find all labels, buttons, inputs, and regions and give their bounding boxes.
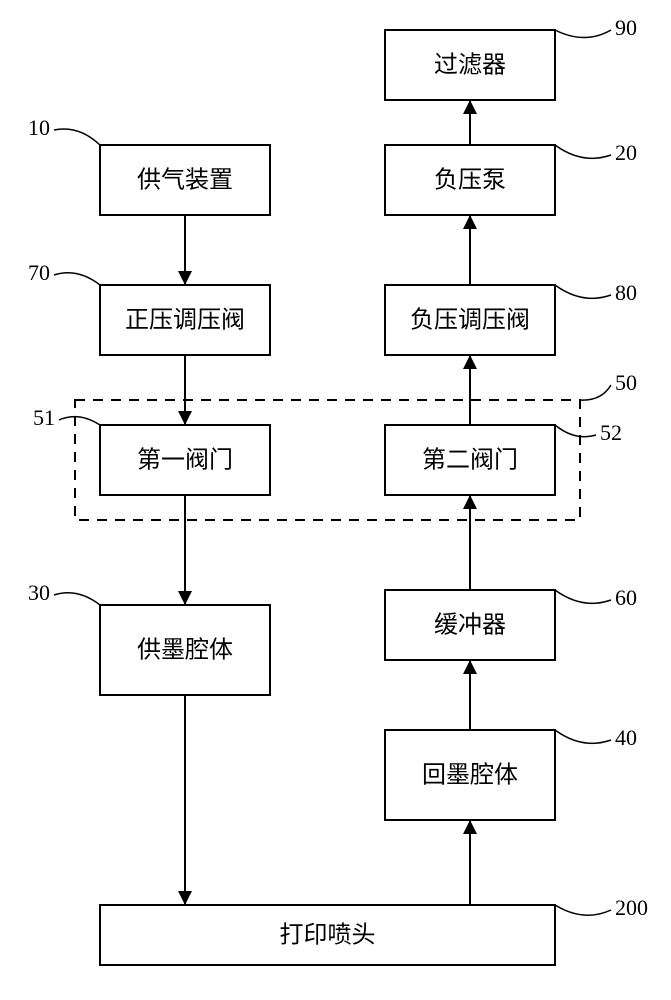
ref-50: 50 — [615, 370, 637, 395]
label-valve1: 第一阀门 — [137, 447, 233, 474]
ref-90: 90 — [615, 15, 637, 40]
ref-70: 70 — [28, 260, 50, 285]
flow-diagram: 过滤器供气装置 负压泵正压调压阀 负压调压阀第一阀门 第二阀门供墨腔体 缓冲器回墨腔体打… — [0, 0, 671, 1000]
label-air: 供气装置 — [137, 167, 233, 194]
label-negpump: 负压泵 — [434, 167, 506, 194]
leader-30 — [54, 593, 100, 605]
leader-52 — [555, 425, 596, 437]
ref-10: 10 — [28, 115, 50, 140]
label-negreg: 负压调压阀 — [410, 307, 530, 334]
leader-200 — [555, 905, 611, 915]
leader-20 — [555, 145, 611, 158]
label-filter: 过滤器 — [434, 52, 506, 79]
arrowhead — [463, 215, 477, 229]
ref-30: 30 — [28, 580, 50, 605]
label-retcav: 回墨腔体 — [422, 762, 518, 789]
arrowhead — [463, 100, 477, 114]
arrowhead — [178, 271, 192, 285]
ref-52: 52 — [600, 420, 622, 445]
label-buffer: 缓冲器 — [434, 612, 506, 639]
leader-90 — [555, 30, 611, 38]
arrowhead — [463, 820, 477, 834]
leader-50 — [580, 385, 611, 400]
ref-51: 51 — [33, 405, 55, 430]
ref-40: 40 — [615, 725, 637, 750]
ref-20: 20 — [615, 140, 637, 165]
arrowhead — [178, 891, 192, 905]
ref-80: 80 — [615, 280, 637, 305]
label-printhead: 打印喷头 — [280, 922, 376, 949]
leader-80 — [555, 285, 611, 298]
arrowhead — [463, 355, 477, 369]
label-valve2: 第二阀门 — [422, 447, 518, 474]
leader-10 — [54, 129, 100, 145]
arrowhead — [178, 411, 192, 425]
label-inkcav: 供墨腔体 — [137, 637, 233, 664]
arrowhead — [178, 591, 192, 605]
ref-200: 200 — [615, 895, 648, 920]
leader-51 — [59, 417, 100, 425]
label-posreg: 正压调压阀 — [125, 307, 245, 334]
leader-70 — [54, 273, 100, 285]
arrowhead — [463, 495, 477, 509]
arrowhead — [463, 660, 477, 674]
ref-60: 60 — [615, 585, 637, 610]
leader-60 — [555, 590, 611, 603]
leader-40 — [555, 730, 611, 743]
